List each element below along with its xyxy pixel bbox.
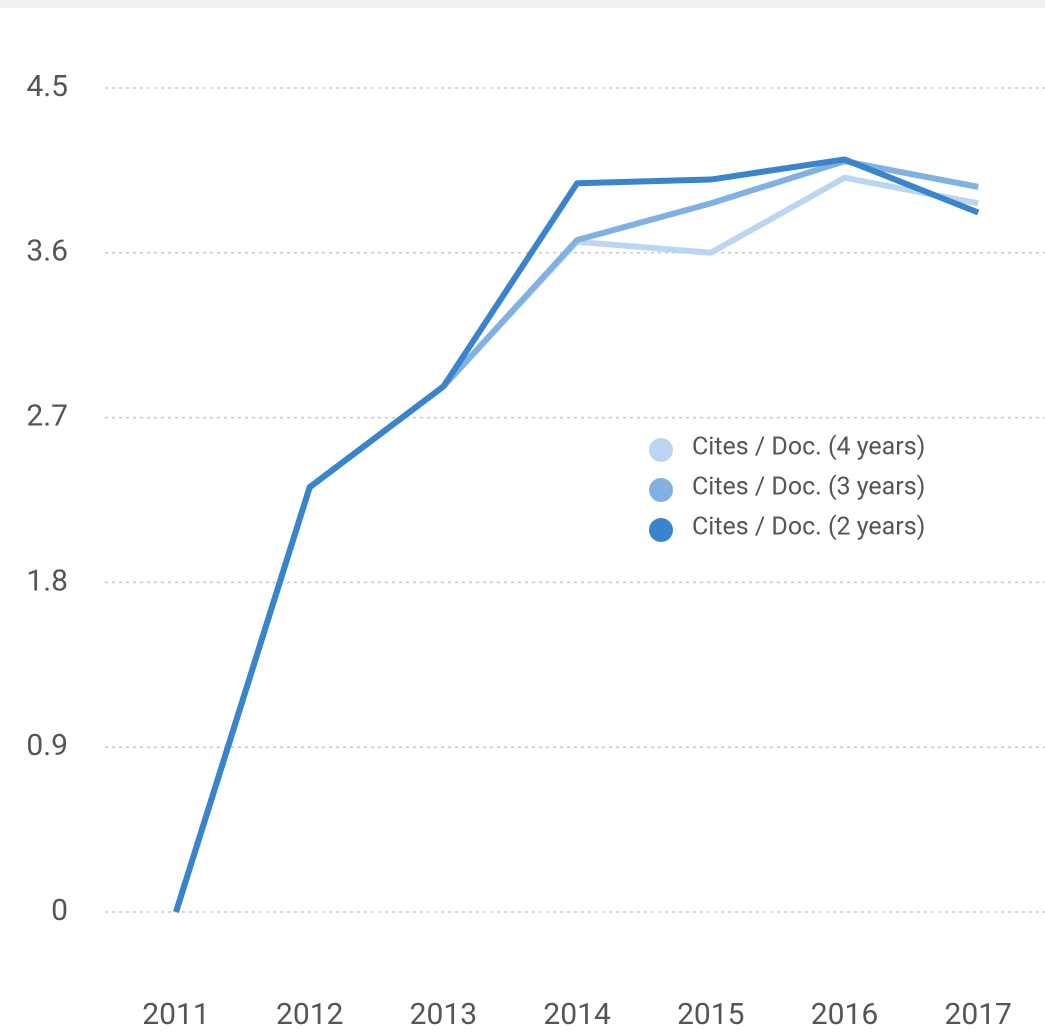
y-tick-label: 0: [51, 893, 68, 928]
legend-label: Cites / Doc. (2 years): [692, 513, 925, 542]
top-bar: [0, 0, 1045, 8]
x-tick-label: 2013: [410, 997, 477, 1032]
line-series: [173, 156, 980, 913]
legend-swatch: [649, 438, 673, 462]
legend-swatch: [649, 518, 673, 542]
y-tick-label: 4.5: [26, 69, 68, 104]
x-tick-label: 2015: [677, 997, 744, 1032]
y-tick-label: 1.8: [26, 563, 68, 598]
line-series: [173, 174, 979, 913]
y-tick-label: 3.6: [26, 234, 68, 269]
x-tick-label: 2014: [543, 997, 611, 1032]
legend-label: Cites / Doc. (3 years): [692, 473, 925, 502]
y-tick-label: 0.9: [26, 728, 68, 763]
x-tick-label: 2011: [142, 997, 209, 1032]
y-tick-label: 2.7: [26, 399, 68, 434]
x-tick-label: 2017: [944, 997, 1011, 1032]
x-tick-label: 2016: [811, 997, 878, 1032]
legend-swatch: [649, 478, 673, 502]
x-tick-label: 2012: [276, 997, 343, 1032]
legend-label: Cites / Doc. (4 years): [692, 433, 925, 462]
